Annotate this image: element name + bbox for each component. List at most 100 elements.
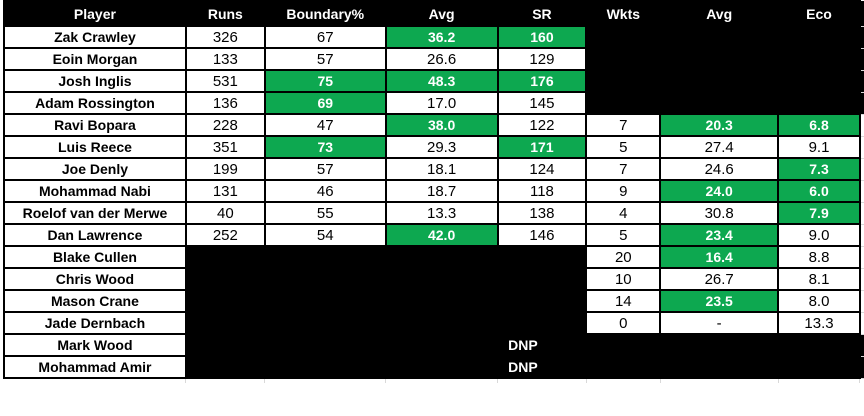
player-name-cell: Josh Inglis: [3, 69, 187, 93]
blank-cell: [659, 69, 780, 93]
stat-cell: 8.8: [777, 245, 861, 269]
right-gutter-cell: [859, 26, 864, 49]
stat-cell: 171: [496, 135, 588, 159]
stat-cell: 10: [585, 267, 662, 291]
stat-cell: 9.1: [777, 135, 861, 159]
stat-cell: 4: [585, 201, 662, 225]
table-row: Josh Inglis 531 75 48.3 176: [3, 69, 864, 93]
gridline-stub: [778, 378, 861, 383]
stat-cell: 13.3: [777, 311, 861, 335]
spreadsheet-area: Player Runs Boundary% Avg SR Wkts Avg Ec…: [3, 0, 864, 383]
stat-cell: 160: [496, 25, 588, 49]
blank-cell: [659, 47, 780, 71]
header-right-gutter: [859, 1, 864, 27]
table-row: Jade Dernbach 0-13.3: [3, 311, 864, 335]
column-header-player: Player: [3, 0, 187, 27]
stat-cell: 5: [585, 135, 662, 159]
stat-cell: 23.4: [659, 223, 780, 247]
blank-cell: [384, 289, 499, 313]
stat-cell: 26.7: [659, 267, 780, 291]
column-header-economy: Eco: [777, 0, 861, 27]
player-name-cell: Dan Lawrence: [3, 223, 187, 247]
player-name-cell: Joe Denly: [3, 157, 187, 181]
table-row: Chris Wood 10 26.7 8.1: [3, 267, 864, 291]
blank-cell: [496, 267, 588, 291]
player-name-cell: Blake Cullen: [3, 245, 187, 269]
blank-cell: [585, 91, 662, 115]
gridline-stub: [497, 378, 587, 383]
blank-cell: [184, 311, 266, 335]
stat-cell: 57: [263, 157, 387, 181]
player-name-cell: Mark Wood: [3, 333, 187, 357]
blank-cell: [659, 91, 780, 115]
blank-cell: [659, 25, 780, 49]
stat-cell: 67: [263, 25, 387, 49]
stat-cell: 133: [184, 47, 266, 71]
table-row: Dan Lawrence 252 54 42.0 146 5 23.4 9.0: [3, 223, 864, 247]
blank-cell: [496, 289, 588, 313]
table-row: Joe Denly 199 57 18.1 124 7 24.6 7.3: [3, 157, 864, 181]
stat-cell: 36.2: [384, 25, 499, 49]
gridline-stub: [385, 378, 499, 383]
stat-cell: 351: [184, 135, 266, 159]
stat-cell: 47: [263, 113, 387, 137]
right-gutter-cell: [859, 246, 864, 269]
stat-cell: 24.0: [659, 179, 780, 203]
stat-cell: 7.3: [777, 157, 861, 181]
blank-cell: [263, 289, 387, 313]
stat-cell: 14: [585, 289, 662, 313]
header-row: Player Runs Boundary% Avg SR Wkts Avg Ec…: [3, 0, 864, 27]
right-gutter-cell: [859, 70, 864, 93]
gridline-stub: [185, 378, 266, 383]
player-name-cell: Luis Reece: [3, 135, 187, 159]
stat-cell: 252: [184, 223, 266, 247]
table-row: Eoin Morgan 133 57 26.6 129: [3, 47, 864, 71]
stat-cell: 145: [496, 91, 588, 115]
blank-cell: [585, 47, 662, 71]
blank-cell: [585, 25, 662, 49]
stat-cell: 7: [585, 157, 662, 181]
blank-cell: [777, 47, 861, 71]
right-gutter-cell: [859, 334, 864, 357]
stat-cell: 38.0: [384, 113, 499, 137]
player-name-cell: Mohammad Amir: [3, 355, 187, 379]
stat-cell: 69: [263, 91, 387, 115]
player-name-cell: Adam Rossington: [3, 91, 187, 115]
right-gutter-cell: [859, 224, 864, 247]
player-name-cell: Chris Wood: [3, 267, 187, 291]
player-name-cell: Roelof van der Merwe: [3, 201, 187, 225]
stat-cell: 42.0: [384, 223, 499, 247]
right-gutter-cell: [859, 158, 864, 181]
right-gutter-cell: [859, 180, 864, 203]
blank-cell: [184, 245, 266, 269]
right-gutter-cell: [859, 114, 864, 137]
stat-cell: 26.6: [384, 47, 499, 71]
blank-cell: [585, 69, 662, 93]
column-header-runs: Runs: [184, 0, 266, 27]
gridline-stub: [586, 378, 661, 383]
stat-cell: 0: [585, 311, 662, 335]
stat-cell: 57: [263, 47, 387, 71]
stat-cell: 18.7: [384, 179, 499, 203]
stat-cell: 29.3: [384, 135, 499, 159]
column-header-batting-avg: Avg: [384, 0, 499, 27]
stat-cell: 8.0: [777, 289, 861, 313]
blank-cell: [777, 91, 861, 115]
player-name-cell: Mohammad Nabi: [3, 179, 187, 203]
column-header-boundary-pct: Boundary%: [263, 0, 387, 27]
gridline-stub: [859, 378, 864, 383]
stat-cell: 7.9: [777, 201, 861, 225]
right-gutter-cell: [859, 202, 864, 225]
blank-cell: [496, 245, 588, 269]
blank-cell: [184, 267, 266, 291]
stat-cell: 30.8: [659, 201, 780, 225]
stat-cell: 531: [184, 69, 266, 93]
right-gutter-cell: [859, 136, 864, 159]
blank-cell: [263, 245, 387, 269]
blank-cell: [384, 245, 499, 269]
table-row: Adam Rossington 136 69 17.0 145: [3, 91, 864, 115]
table-row: Mohammad Nabi 131 46 18.7 118 9 24.0 6.0: [3, 179, 864, 203]
blank-cell: [384, 311, 499, 335]
blank-cell: [777, 25, 861, 49]
right-gutter-cell: [859, 92, 864, 115]
